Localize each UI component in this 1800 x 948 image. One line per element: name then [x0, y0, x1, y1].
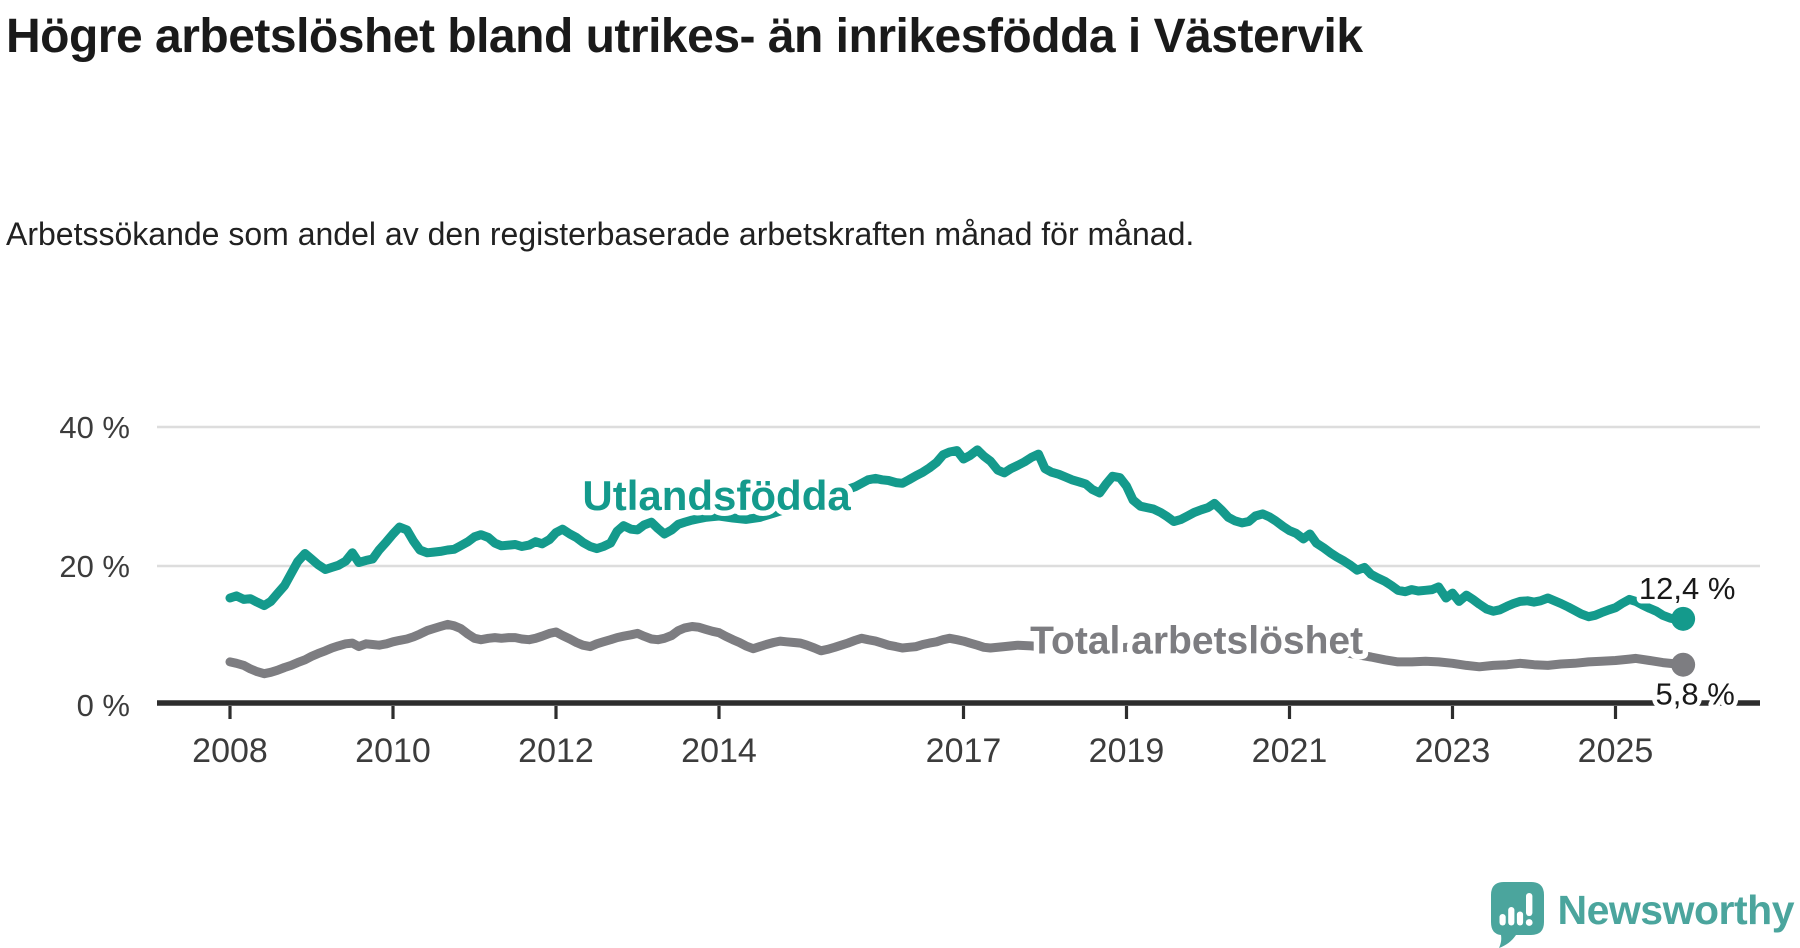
y-tick-label: 20 %: [59, 549, 130, 584]
logo-bar-icon: [1516, 911, 1523, 926]
y-tick-label: 40 %: [59, 410, 130, 445]
logo-wordmark: Newsworthy: [1557, 886, 1795, 933]
series-line-total-arbetsl-shet: [225, 619, 1688, 679]
x-tick-label: 2019: [1089, 732, 1165, 770]
logo-exclamation-dot-icon: [1525, 919, 1533, 926]
x-tick-label: 2023: [1415, 732, 1491, 770]
series-label-total-arbetsl-shet: Total arbetslöshet: [1030, 619, 1363, 662]
logo-bar-icon: [1507, 907, 1514, 926]
chart-subtitle: Arbetssökande som andel av den registerb…: [6, 216, 1195, 252]
series-end-dot-total-arbetsl-shet: [1671, 652, 1696, 677]
x-tick-label: 2010: [355, 732, 431, 770]
end-value-label-total-arbetsl-shet: 5,8 %: [1656, 677, 1735, 712]
logo-bar-icon: [1499, 914, 1506, 926]
end-value-label-utlandsf-dda: 12,4 %: [1639, 571, 1736, 606]
series-line-utlandsf-dda: [225, 445, 1688, 624]
x-tick-label: 2012: [518, 732, 594, 770]
x-tick-label: 2014: [681, 732, 757, 770]
x-tick-label: 2025: [1578, 732, 1654, 770]
y-tick-label: 0 %: [77, 688, 130, 723]
x-tick-label: 2008: [192, 732, 268, 770]
newsworthy-logo-icon: [1490, 882, 1544, 948]
logo-exclamation-icon: [1525, 893, 1532, 916]
newsworthy-logo: Newsworthy: [1490, 882, 1795, 948]
x-tick-label: 2017: [926, 732, 1002, 770]
series-label-utlandsf-dda: Utlandsfödda: [582, 472, 851, 519]
x-tick-label: 2021: [1252, 732, 1328, 770]
series-end-dot-utlandsf-dda: [1671, 606, 1696, 631]
page-title: Högre arbetslöshet bland utrikes- än inr…: [6, 10, 1363, 63]
